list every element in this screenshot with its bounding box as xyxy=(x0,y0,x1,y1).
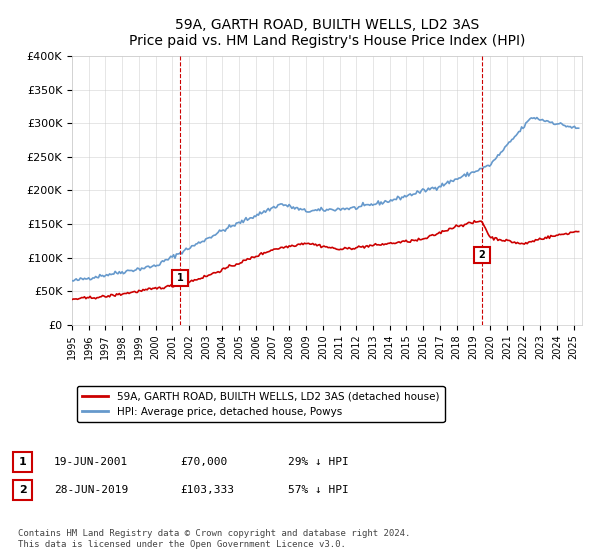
Text: 29% ↓ HPI: 29% ↓ HPI xyxy=(288,457,349,467)
Title: 59A, GARTH ROAD, BUILTH WELLS, LD2 3AS
Price paid vs. HM Land Registry's House P: 59A, GARTH ROAD, BUILTH WELLS, LD2 3AS P… xyxy=(129,18,525,48)
Text: 2: 2 xyxy=(19,485,26,495)
Text: £70,000: £70,000 xyxy=(180,457,227,467)
Text: 1: 1 xyxy=(177,273,184,283)
Text: 19-JUN-2001: 19-JUN-2001 xyxy=(54,457,128,467)
Text: £103,333: £103,333 xyxy=(180,485,234,495)
Text: 2: 2 xyxy=(478,250,485,260)
Text: 1: 1 xyxy=(19,457,26,467)
Text: 28-JUN-2019: 28-JUN-2019 xyxy=(54,485,128,495)
Text: 57% ↓ HPI: 57% ↓ HPI xyxy=(288,485,349,495)
Text: Contains HM Land Registry data © Crown copyright and database right 2024.
This d: Contains HM Land Registry data © Crown c… xyxy=(18,529,410,549)
Legend: 59A, GARTH ROAD, BUILTH WELLS, LD2 3AS (detached house), HPI: Average price, det: 59A, GARTH ROAD, BUILTH WELLS, LD2 3AS (… xyxy=(77,386,445,422)
